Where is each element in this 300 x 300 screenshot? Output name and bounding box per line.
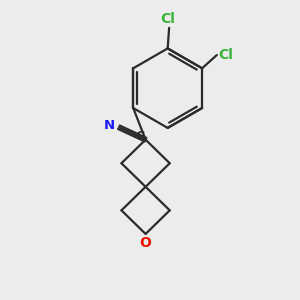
Text: C: C	[136, 130, 145, 143]
Text: O: O	[140, 236, 152, 250]
Text: Cl: Cl	[218, 48, 233, 62]
Text: N: N	[104, 119, 116, 132]
Text: Cl: Cl	[160, 12, 175, 26]
